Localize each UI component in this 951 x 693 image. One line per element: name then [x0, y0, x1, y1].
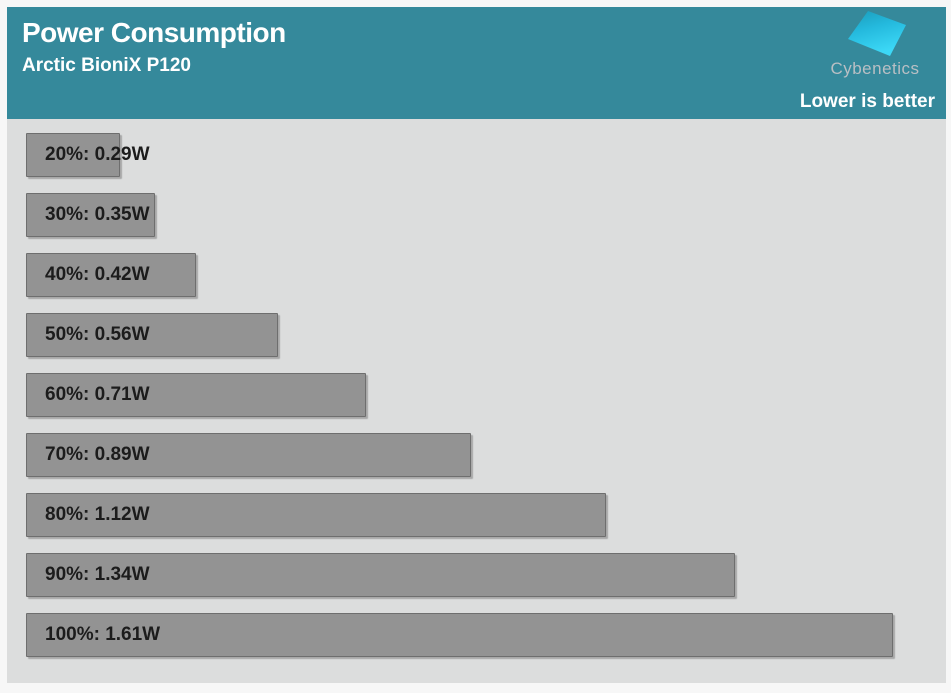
bar-row: 70%: 0.89W	[26, 433, 946, 477]
bar-label: 100%: 1.61W	[45, 624, 161, 645]
chart-frame: Power Consumption Arctic BioniX P120 Cyb…	[7, 7, 946, 683]
bar-label: 20%: 0.29W	[45, 144, 150, 165]
brand-name: Cybenetics	[830, 59, 920, 78]
page-title: Power Consumption	[22, 17, 286, 48]
bar: 20%: 0.29W	[26, 133, 150, 177]
bar-label: 50%: 0.56W	[45, 324, 150, 345]
bar-row: 60%: 0.71W	[26, 373, 946, 417]
bar-row: 40%: 0.42W	[26, 253, 946, 297]
chart-subtitle: Arctic BioniX P120	[22, 55, 191, 76]
bar-label: 40%: 0.42W	[45, 264, 150, 285]
bar: 70%: 0.89W	[26, 433, 471, 477]
bar-list: 20%: 0.29W 30%: 0.35W 40%: 0.42W 50%: 0.…	[26, 133, 946, 657]
bar: 90%: 1.34W	[26, 553, 735, 597]
bar: 50%: 0.56W	[26, 313, 278, 357]
bar-label: 70%: 0.89W	[45, 444, 150, 465]
bar-row: 20%: 0.29W	[26, 133, 946, 177]
bar-row: 30%: 0.35W	[26, 193, 946, 237]
bar-label: 90%: 1.34W	[45, 564, 150, 585]
bar-label: 60%: 0.71W	[45, 384, 150, 405]
bar-row: 90%: 1.34W	[26, 553, 946, 597]
cybenetics-logo-icon	[848, 11, 906, 56]
bar-label: 30%: 0.35W	[45, 204, 150, 225]
bar: 60%: 0.71W	[26, 373, 366, 417]
bar-chart: 20%: 0.29W 30%: 0.35W 40%: 0.42W 50%: 0.…	[7, 119, 946, 683]
chart-header: Power Consumption Arctic BioniX P120 Cyb…	[7, 7, 946, 119]
bar: 40%: 0.42W	[26, 253, 196, 297]
bar-label: 80%: 1.12W	[45, 504, 150, 525]
bar: 100%: 1.61W	[26, 613, 893, 657]
bar-row: 100%: 1.61W	[26, 613, 946, 657]
bar: 30%: 0.35W	[26, 193, 155, 237]
bar-row: 80%: 1.12W	[26, 493, 946, 537]
bar-row: 50%: 0.56W	[26, 313, 946, 357]
brand-block: Cybenetics	[810, 9, 940, 79]
bar: 80%: 1.12W	[26, 493, 606, 537]
lower-is-better-note: Lower is better	[799, 91, 935, 112]
